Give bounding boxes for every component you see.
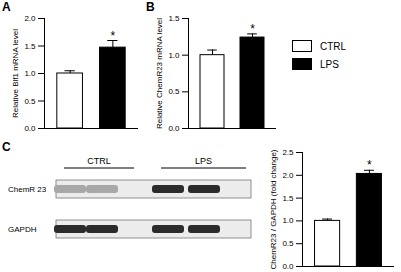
svg-text:*: * (367, 158, 372, 172)
svg-text:CTRL: CTRL (87, 156, 111, 166)
svg-text:*: * (250, 22, 255, 36)
svg-text:Relative Blf1 mRNA level: Relative Blf1 mRNA level (11, 29, 20, 118)
svg-text:ChemR23 / GAPDH (fold change): ChemR23 / GAPDH (fold change) (269, 149, 278, 269)
html-text:B: B (146, 0, 155, 14)
html-text:C: C (2, 140, 11, 154)
svg-text:Relative ChemR23 mRNA level: Relative ChemR23 mRNA level (155, 18, 164, 129)
svg-text:1.0: 1.0 (24, 69, 36, 78)
svg-text:1.5: 1.5 (282, 194, 294, 203)
svg-text:2.0: 2.0 (282, 171, 294, 180)
svg-text:2.0: 2.0 (24, 14, 36, 23)
svg-text:0.5: 0.5 (282, 239, 294, 248)
svg-text:0.0: 0.0 (24, 124, 36, 132)
svg-text:0.0: 0.0 (168, 124, 180, 132)
svg-text:1.5: 1.5 (168, 14, 180, 23)
svg-text:2.5: 2.5 (282, 148, 294, 157)
html-text:CTRL: CTRL (320, 40, 347, 52)
svg-text:GAPDH: GAPDH (8, 225, 37, 234)
svg-text:*: * (111, 29, 116, 43)
svg-text:0.5: 0.5 (168, 87, 180, 96)
html-text:A: A (2, 0, 11, 14)
svg-text:0.5: 0.5 (24, 97, 36, 106)
svg-text:1.5: 1.5 (24, 42, 36, 51)
svg-text:ChemR 23: ChemR 23 (8, 185, 47, 194)
svg-text:1.0: 1.0 (168, 51, 180, 60)
svg-text:1.0: 1.0 (282, 216, 294, 225)
html-text:LPS: LPS (320, 58, 339, 70)
svg-text:0.0: 0.0 (282, 262, 294, 270)
svg-text:LPS: LPS (195, 156, 212, 166)
